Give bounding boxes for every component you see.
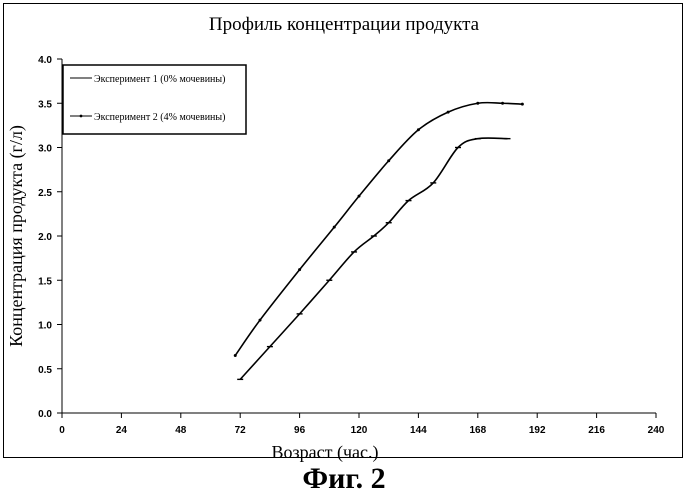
y-tick-label: 0.5 [38,365,52,376]
y-tick-label: 1.0 [38,321,52,332]
series-2-point [476,102,479,105]
y-tick-label: 3.0 [38,144,52,155]
y-tick-label: 2.5 [38,188,52,199]
x-tick-label: 0 [59,425,65,436]
x-tick-label: 96 [294,425,306,436]
x-tick-label: 48 [175,425,187,436]
legend-marker-2 [80,115,83,118]
series-line-2 [235,103,522,356]
x-tick-label: 24 [116,425,128,436]
x-tick-label: 72 [235,425,247,436]
y-tick-label: 0.0 [38,409,52,420]
x-tick-label: 168 [469,425,486,436]
series-2-point [447,111,450,114]
series-line-1 [240,138,507,379]
figure-caption: Фиг. 2 [0,462,688,496]
x-axis-label: Возраст (час.) [272,442,379,463]
series-layer [234,102,524,380]
y-tick-label: 2.0 [38,232,52,243]
legend-label-2: Эксперимент 2 (4% мочевины) [94,112,225,123]
series-2-point [501,102,504,105]
series-2-point [521,103,524,106]
series-2-point [333,226,336,229]
y-axis-label: Концентрация продукта (г/л) [6,125,27,347]
y-tick-label: 4.0 [38,55,52,66]
x-tick-label: 120 [351,425,368,436]
x-tick-label: 240 [648,425,665,436]
series-2-point [259,319,262,322]
series-2-point [417,128,420,131]
legend: Эксперимент 1 (0% мочевины) Эксперимент … [63,65,246,134]
y-tick-label: 1.5 [38,276,52,287]
series-2-point [358,195,361,198]
x-tick-label: 216 [588,425,605,436]
series-2-point [234,354,237,357]
x-tick-label: 144 [410,425,427,436]
x-tick-label: 192 [529,425,546,436]
series-2-point [298,268,301,271]
legend-label-1: Эксперимент 1 (0% мочевины) [94,74,225,85]
series-2-point [387,159,390,162]
y-tick-label: 3.5 [38,99,52,110]
